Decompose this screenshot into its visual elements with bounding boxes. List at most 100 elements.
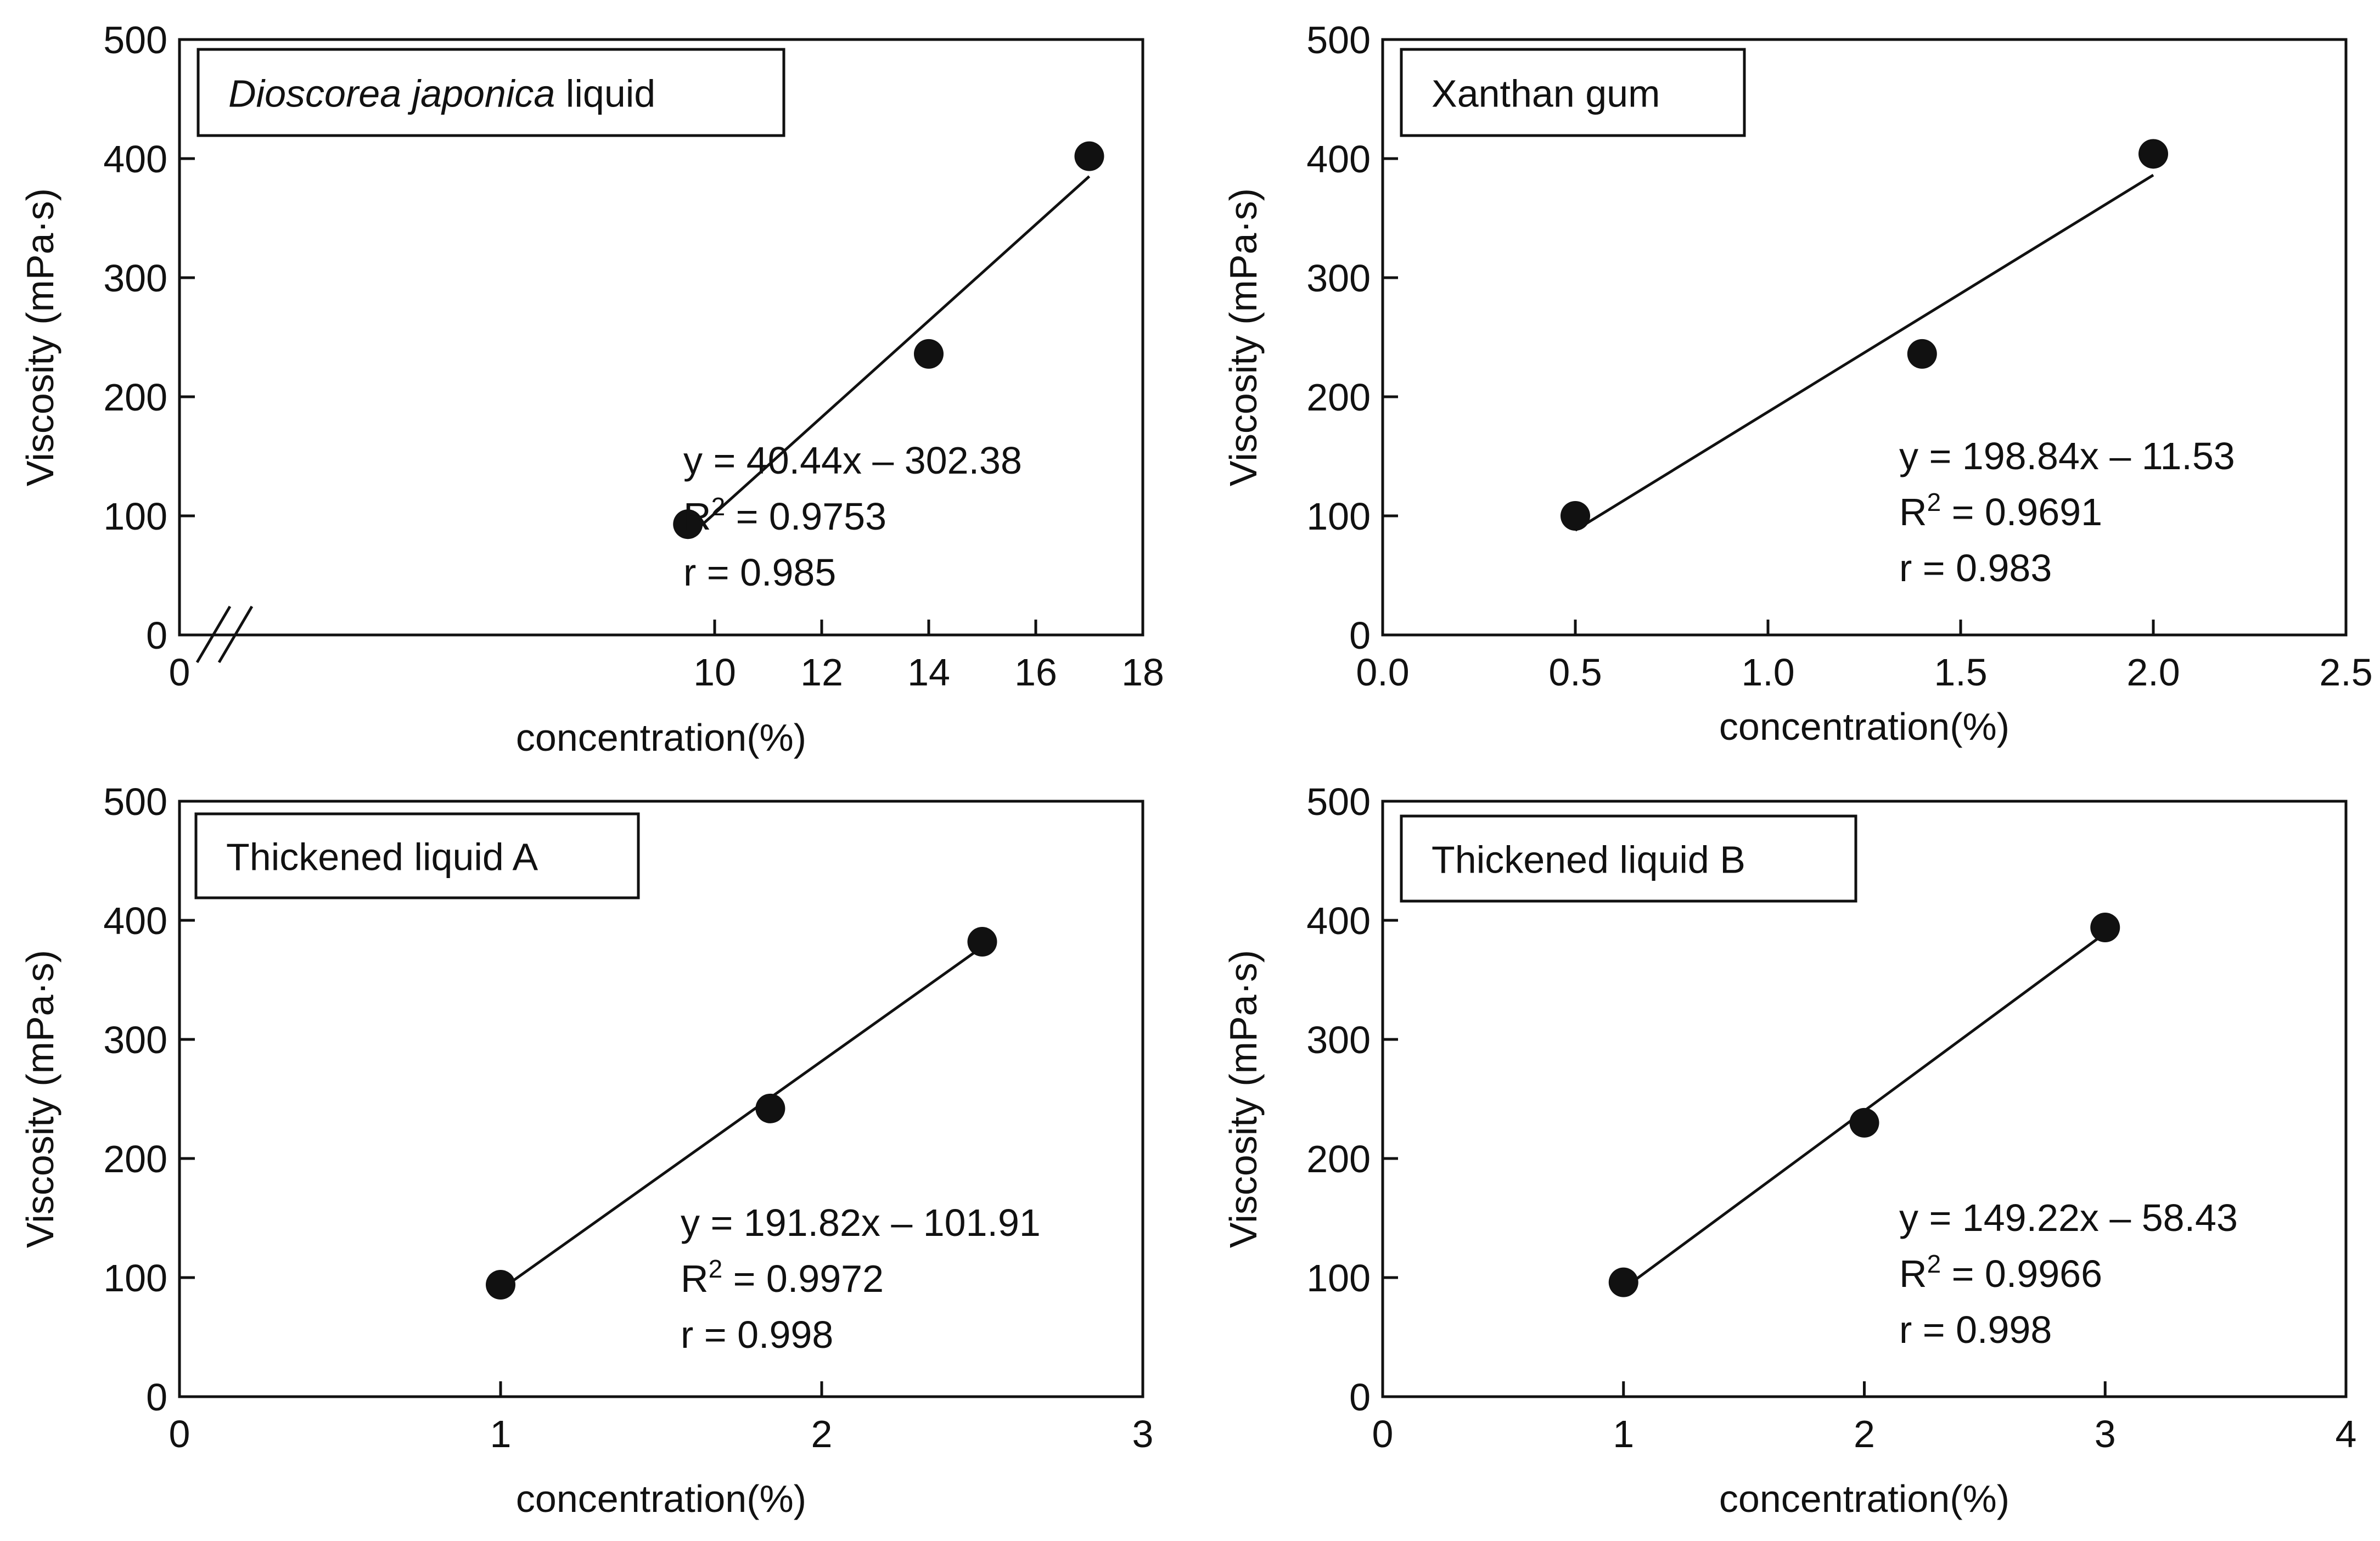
chart-panel-1: 0 100 200 300 400 500 0 10 12 14 16 18 concentration… [19, 19, 1164, 759]
x-tick-label: 1 [1613, 1413, 1634, 1455]
x-tick-label: 2.0 [2126, 651, 2180, 694]
data-point [914, 339, 944, 369]
x-axis-label: concentration(%) [516, 716, 806, 759]
y-tick-label: 400 [103, 138, 167, 181]
y-tick-label: 400 [1306, 899, 1371, 942]
chart-title: Dioscorea japonica liquid [228, 72, 655, 115]
r-value-text: r = 0.983 [1899, 547, 2052, 589]
legend-box [197, 48, 785, 137]
data-point [1608, 1267, 1638, 1297]
legend-box [1400, 814, 1857, 903]
x-tick-label: 3 [1132, 1413, 1154, 1455]
r-squared-value: = 0.9753 [725, 495, 886, 538]
data-point [1849, 1107, 1879, 1138]
r-squared-text: R2 = 0.9691 [1899, 488, 2102, 533]
x-tick-label: 2 [1854, 1413, 1875, 1455]
legend-box [1400, 48, 1746, 137]
x-tick-label: 2.5 [2319, 651, 2372, 694]
r-squared-superscript: 2 [709, 1255, 723, 1283]
x-tick-label: 18 [1121, 651, 1164, 694]
legend-box [194, 812, 640, 899]
x-tick-label: 1.5 [1934, 651, 1987, 694]
r-squared-text: R2 = 0.9966 [1899, 1250, 2102, 1295]
y-tick-label: 400 [1306, 138, 1371, 181]
chart-panel-4: 0 100 200 300 400 500 0 1 2 3 4 concentration(%) Vis… [1222, 780, 2356, 1520]
axis-break-line [217, 605, 254, 663]
trend-line [1574, 173, 2154, 532]
trend-line [687, 175, 1091, 539]
y-axis-label: Viscosity (mPa·s) [19, 950, 61, 1248]
plot-frame [178, 800, 1144, 1398]
y-tick-label: 200 [103, 1138, 167, 1180]
y-tick-label: 300 [1306, 257, 1371, 300]
y-tick-label: 500 [1306, 19, 1371, 61]
x-tick-label: 14 [907, 651, 950, 694]
y-tick-label: 300 [103, 257, 167, 300]
chart-title: Thickened liquid A [226, 836, 538, 879]
equation-text: y = 191.82x – 101.91 [681, 1201, 1041, 1244]
y-tick-label: 0 [146, 614, 167, 657]
data-point [967, 927, 997, 957]
y-tick-label: 100 [1306, 495, 1371, 538]
x-tick-label: 10 [693, 651, 736, 694]
trend-line [499, 946, 983, 1291]
data-point [2090, 913, 2120, 943]
y-axis-label: Viscosity (mPa·s) [1222, 950, 1265, 1248]
x-tick-label: 0.5 [1548, 651, 1602, 694]
r-squared-value: = 0.9691 [1941, 491, 2102, 533]
y-tick-label: 0 [1349, 614, 1371, 657]
y-tick-label: 300 [103, 1019, 167, 1061]
data-point [673, 509, 703, 539]
x-axis-label: concentration(%) [516, 1477, 806, 1520]
r-squared-value: = 0.9966 [1941, 1252, 2102, 1295]
x-tick-label: 16 [1014, 651, 1057, 694]
data-point [1074, 141, 1104, 171]
chart-panel-3: 0 100 200 300 400 500 0 1 2 3 concentration(%) Visc… [19, 780, 1153, 1520]
r-value-text: r = 0.998 [681, 1313, 833, 1356]
y-tick-label: 200 [1306, 376, 1371, 419]
r-value-text: r = 0.998 [1899, 1308, 2052, 1351]
r-squared-text: R2 = 0.9972 [681, 1255, 884, 1300]
r-squared-value: = 0.9972 [722, 1257, 884, 1300]
x-axis-label: concentration(%) [1719, 1477, 2009, 1520]
y-tick-label: 0 [1349, 1376, 1371, 1419]
y-tick-label: 100 [1306, 1257, 1371, 1300]
x-tick-label: 0 [1372, 1413, 1394, 1455]
r-value-text: r = 0.985 [683, 551, 836, 594]
r-squared-superscript: 2 [1927, 1250, 1941, 1278]
r-squared-base: R [1899, 491, 1927, 533]
y-tick-label: 0 [146, 1376, 167, 1419]
r-squared-superscript: 2 [711, 492, 726, 521]
y-tick-label: 100 [103, 495, 167, 538]
x-tick-label: 0.0 [1356, 651, 1409, 694]
r-squared-superscript: 2 [1927, 488, 1941, 516]
r-squared-text: R2 = 0.9753 [683, 492, 886, 538]
axis-break-marks [195, 605, 254, 663]
data-point [755, 1093, 785, 1123]
y-tick-label: 500 [103, 780, 167, 823]
x-tick-label: 2 [811, 1413, 833, 1455]
equation-text: y = 40.44x – 302.38 [683, 439, 1022, 482]
r-squared-base: R [681, 1257, 709, 1300]
axis-break-line [195, 605, 232, 663]
y-tick-label: 100 [103, 1257, 167, 1300]
r-squared-base: R [683, 495, 711, 538]
equation-text: y = 198.84x – 11.53 [1899, 435, 2235, 477]
plot-frame [178, 38, 1144, 637]
y-tick-label: 200 [103, 376, 167, 419]
y-tick-label: 400 [103, 899, 167, 942]
data-point [1561, 501, 1590, 531]
x-tick-label: 12 [800, 651, 843, 694]
y-tick-label: 500 [103, 19, 167, 61]
chart-title: Thickened liquid B [1432, 839, 1745, 881]
y-tick-label: 200 [1306, 1138, 1371, 1180]
x-tick-label: 4 [2336, 1413, 2357, 1455]
data-point [2138, 139, 2168, 169]
x-tick-label: 0 [169, 651, 190, 694]
x-tick-label: 1.0 [1741, 651, 1794, 694]
r-squared-base: R [1899, 1252, 1927, 1295]
y-axis-label: Viscosity (mPa·s) [19, 188, 61, 486]
plot-frame [1381, 38, 2348, 637]
chart-title-rest: liquid [555, 72, 655, 115]
